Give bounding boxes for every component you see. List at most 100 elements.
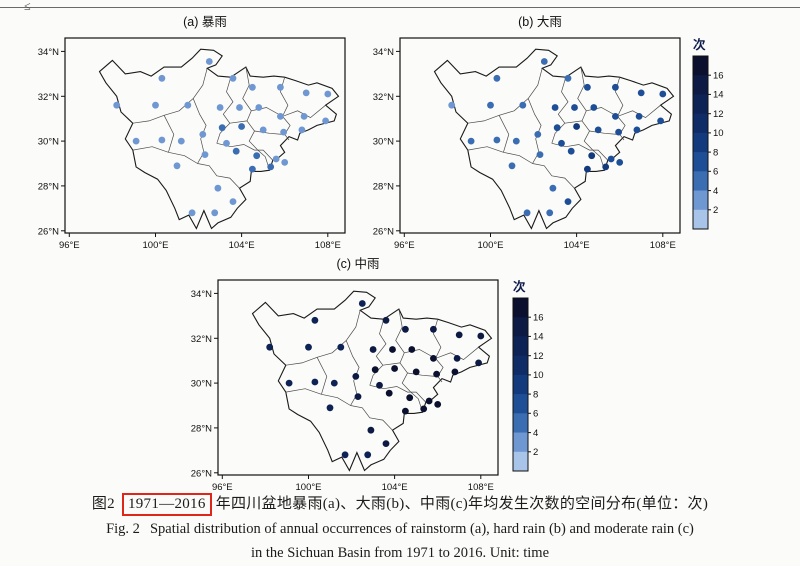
- plot-frame: [217, 279, 499, 476]
- x-tick-label: 104°E: [382, 482, 408, 493]
- station-dot: [216, 104, 224, 111]
- province-boundary: [98, 48, 340, 230]
- panel-c-title: (c) 中雨: [336, 257, 380, 271]
- prefecture-boundary: [216, 142, 274, 161]
- prefecture-boundary: [407, 372, 436, 377]
- colorbar-tick-label: 14: [713, 90, 724, 101]
- station-dot: [584, 165, 591, 173]
- station-dot: [158, 136, 166, 144]
- station-dot: [451, 368, 459, 376]
- highlighted-years: 1971—2016: [121, 493, 212, 516]
- prefecture-boundary: [192, 68, 208, 164]
- station-dot: [564, 198, 572, 206]
- y-tick-label: 26°N: [373, 226, 394, 237]
- colorbar-segment: [693, 56, 708, 76]
- y-tick-label: 34°N: [373, 47, 394, 58]
- colorbar-segment: [693, 152, 708, 172]
- colorbar-segment: [513, 374, 528, 395]
- station-dot: [132, 137, 140, 145]
- x-tick-label: 104°E: [229, 240, 255, 251]
- caption-zh-text: 年四川盆地暴雨(a)、大雨(b)、中雨(c)年均发生次数的空间分布(单位：次): [215, 496, 709, 512]
- panel-c-map: 96°E 100°E 104°E 108°E 34°N 32°N 30°N 28°N 26°N: [191, 279, 499, 493]
- station-dot: [536, 151, 544, 158]
- station-dot: [255, 104, 263, 111]
- station-dot: [420, 405, 428, 413]
- x-tick-label: 96°E: [59, 240, 80, 251]
- prefecture-boundary: [285, 388, 351, 406]
- colorbar-b-scale: 16 14 12 10 8 6 4 2: [692, 55, 724, 230]
- prefecture-boundary: [254, 130, 283, 135]
- prefecture-boundary: [564, 120, 583, 124]
- x-tick-label: 96°E: [394, 240, 415, 251]
- station-dot: [391, 365, 398, 372]
- station-dot: [113, 101, 121, 109]
- panel-a-map: 96°E 100°E 104°E 108°E 34°N 32°N 30°N 28°N 26°N: [38, 37, 346, 251]
- prefecture-boundary: [527, 68, 543, 164]
- station-dot: [298, 126, 306, 134]
- station-dot: [205, 58, 213, 65]
- prefecture-boundary: [197, 163, 240, 189]
- x-tick-label: 100°E: [478, 240, 504, 251]
- colorbar-frame: [512, 297, 529, 472]
- station-dot: [364, 451, 372, 459]
- station-dot: [434, 401, 442, 408]
- caption-english-line1: Fig. 2 Spatial distribution of annual occ…: [0, 521, 800, 538]
- station-dot: [567, 147, 575, 155]
- station-dot: [540, 58, 548, 65]
- prefecture-boundary: [316, 357, 328, 395]
- station-dot: [311, 378, 319, 386]
- station-dot: [229, 198, 237, 206]
- station-dot: [534, 131, 542, 138]
- station-dot: [512, 137, 520, 145]
- colorbar-segment: [513, 336, 528, 356]
- station-dot: [584, 83, 591, 91]
- station-dot: [302, 89, 310, 97]
- station-dot: [201, 151, 209, 158]
- colorbar-tick-label: 10: [713, 128, 724, 139]
- prefecture-boundary: [345, 310, 361, 406]
- colorbar-tick-label: 16: [533, 313, 544, 324]
- y-tick-label: 32°N: [373, 92, 394, 103]
- colorbar-b-unit-label: 次: [693, 38, 706, 52]
- station-dot: [659, 90, 667, 98]
- station-dot: [453, 355, 461, 362]
- station-dot: [493, 136, 501, 144]
- station-dot: [612, 83, 619, 91]
- panel-a: (a) 暴雨 96°E 100°E 104°E 108°E 34°N 32°N 30°N 28…: [25, 12, 351, 251]
- station-dot: [376, 381, 383, 389]
- station-dot: [590, 104, 598, 111]
- station-dot: [358, 300, 366, 307]
- prefecture-boundary: [216, 77, 234, 144]
- figure-number-zh: 图2: [91, 496, 115, 512]
- station-dot: [341, 451, 349, 459]
- station-dot: [337, 343, 345, 351]
- caption-english-line2: in the Sichuan Basin from 1971 to 2016. …: [250, 545, 550, 561]
- colorbar-c-scale: 16 14 12 10 8 6 4 2: [512, 297, 544, 472]
- x-tick-label: 100°E: [143, 240, 169, 251]
- station-dot: [311, 316, 319, 324]
- station-dot: [553, 124, 561, 132]
- station-dot: [635, 113, 643, 120]
- y-tick-label: 30°N: [38, 137, 59, 148]
- top-rule: [0, 7, 800, 8]
- station-dot: [455, 331, 463, 339]
- colorbar-tick-label: 6: [713, 167, 718, 178]
- colorbar-tick-label: 4: [533, 428, 538, 439]
- station-dot: [177, 137, 185, 145]
- station-dot: [433, 370, 440, 378]
- colorbar-segment: [693, 113, 708, 134]
- y-tick-label: 30°N: [373, 137, 394, 148]
- y-tick-label: 28°N: [373, 181, 394, 192]
- station-dot: [173, 162, 181, 170]
- figure-number-en: Fig. 2: [106, 521, 140, 537]
- prefecture-boundary: [242, 67, 259, 151]
- station-dot: [633, 126, 641, 134]
- prefecture-boundary: [395, 309, 412, 393]
- station-dot: [281, 159, 289, 166]
- station-dot: [475, 359, 482, 367]
- prefecture-boundary: [551, 142, 609, 161]
- province-boundary: [433, 48, 675, 230]
- colorbar-segment: [513, 394, 528, 414]
- colorbar-segment: [513, 451, 528, 472]
- station-dot: [607, 155, 615, 163]
